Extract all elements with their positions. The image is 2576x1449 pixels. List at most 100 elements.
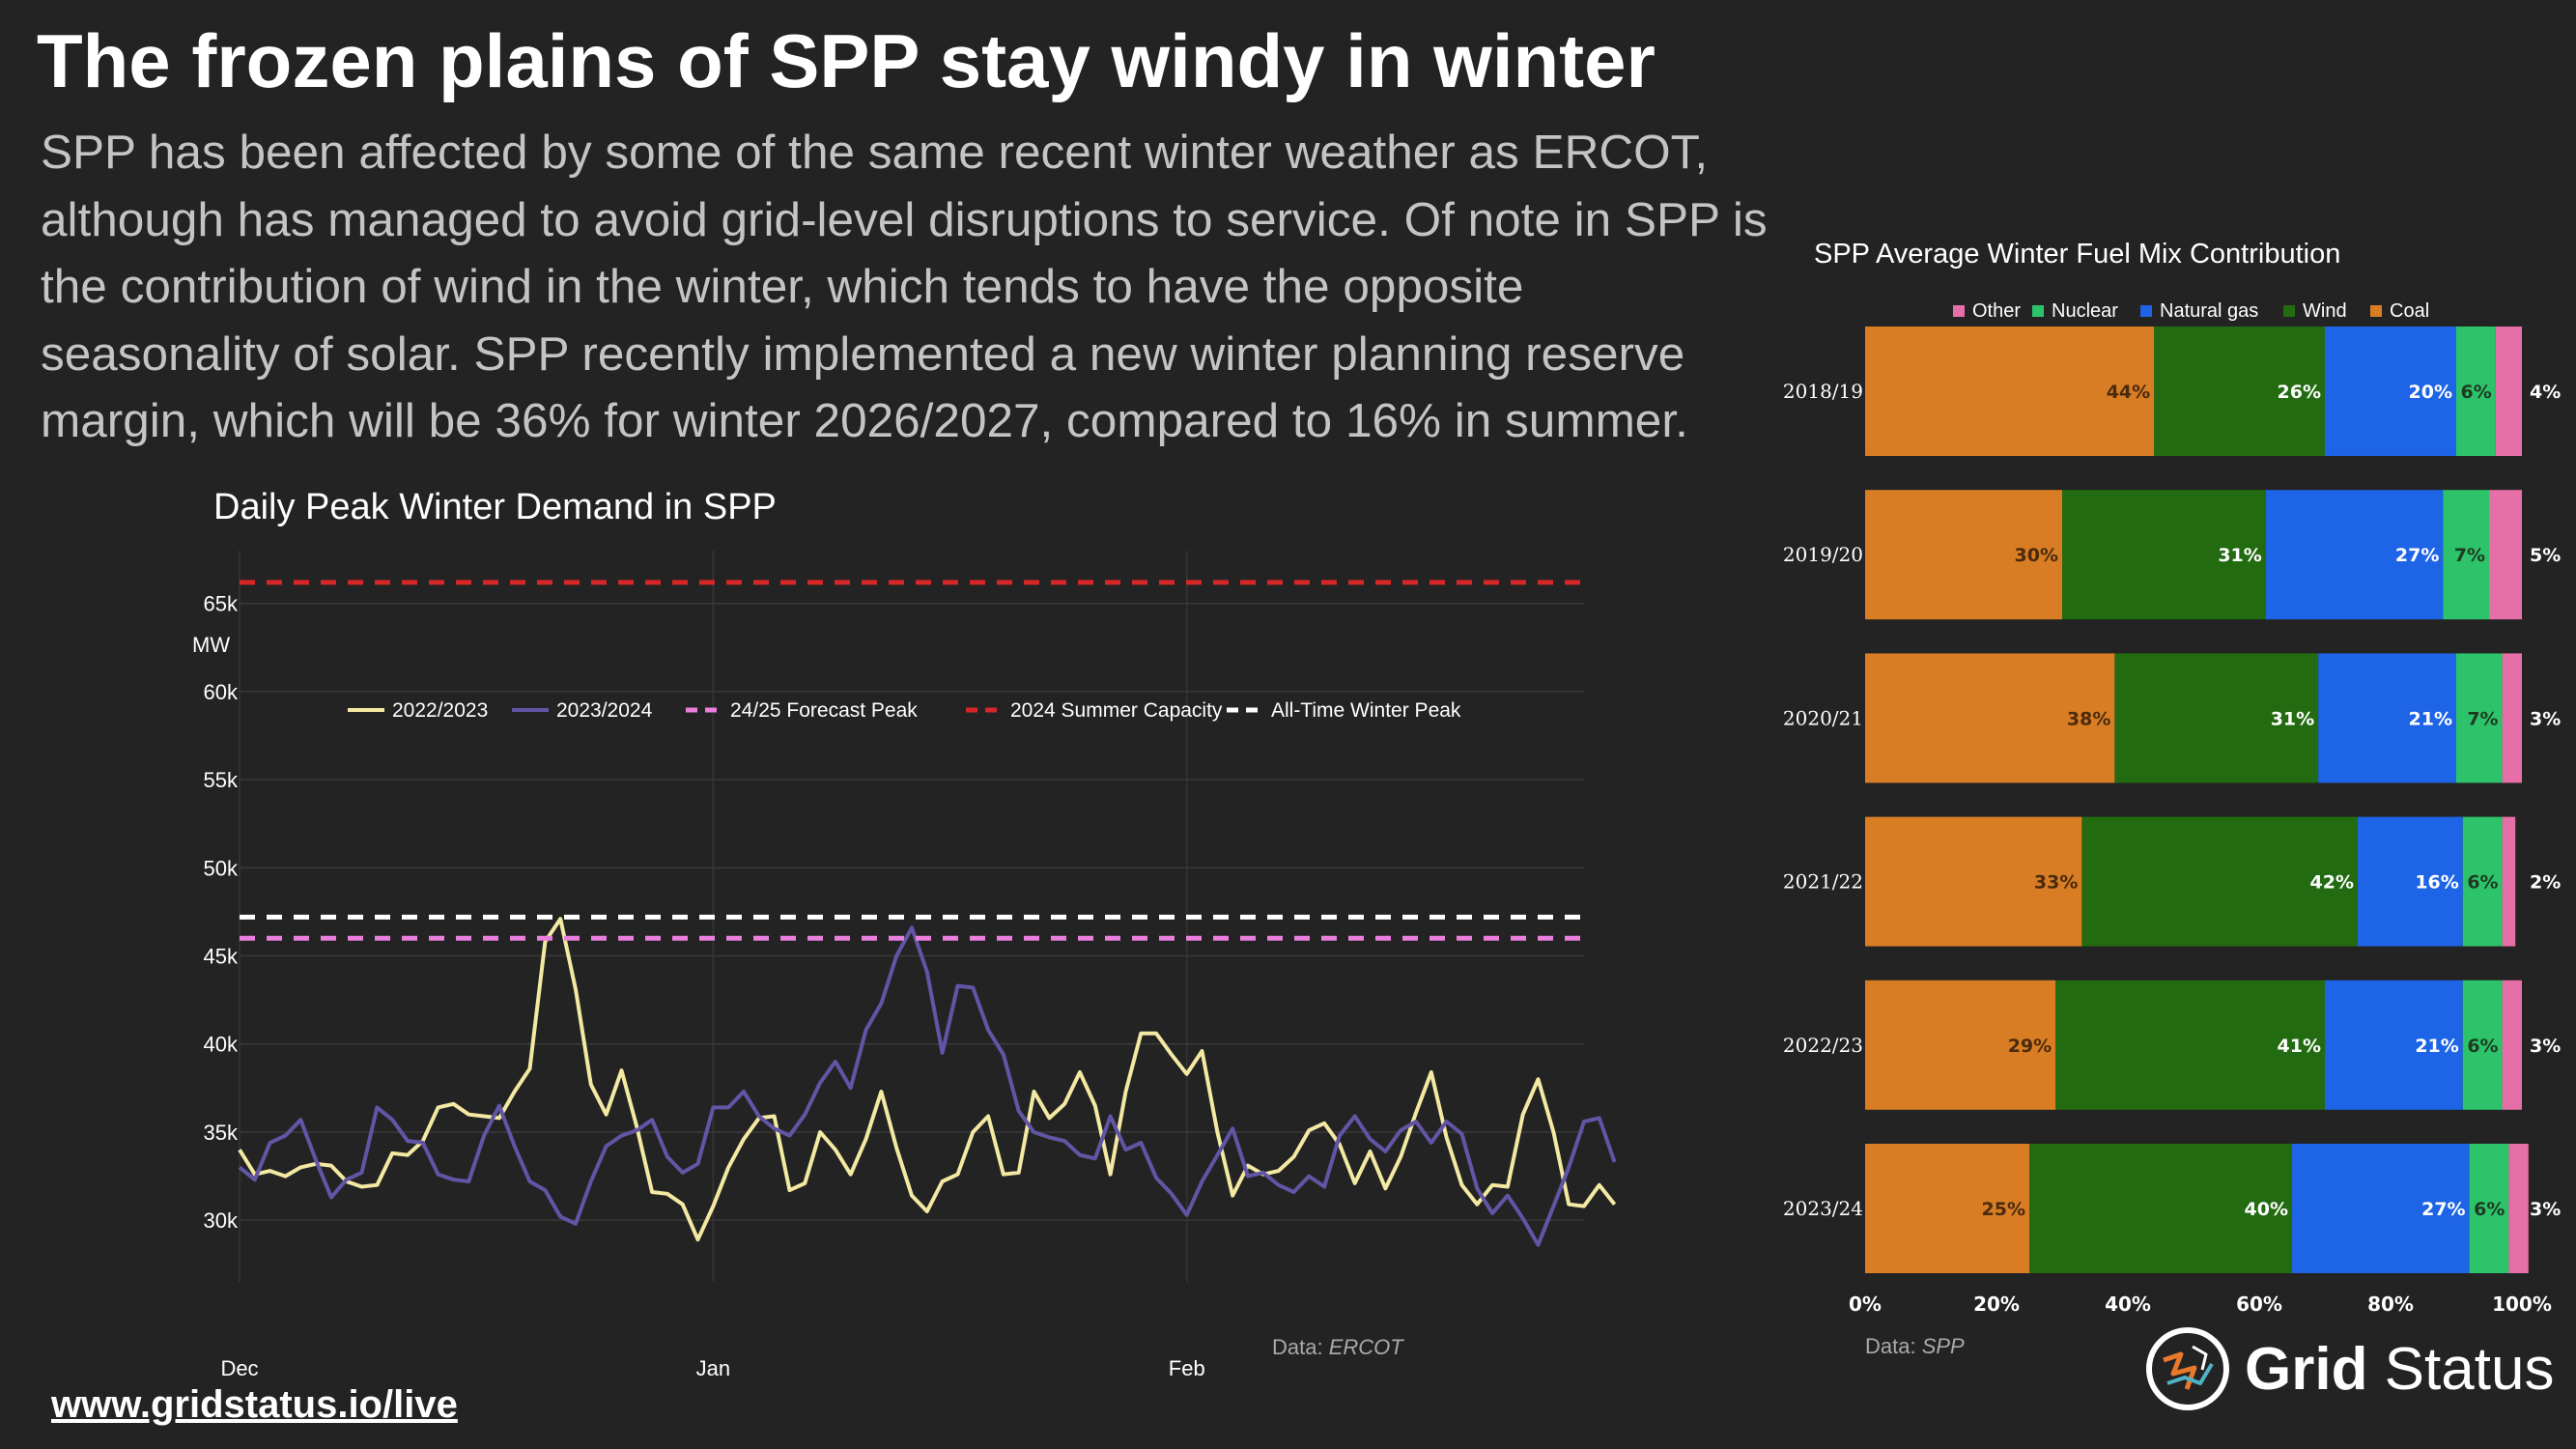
x-tick-label: 100% — [2492, 1293, 2552, 1316]
fuel-mix-bar-chart: SPP Average Winter Fuel Mix Contribution… — [1783, 239, 2561, 1358]
demand-line-chart: Daily Peak Winter Demand in SPP 30k 35k 40… — [192, 487, 1617, 1380]
footer-link[interactable]: www.gridstatus.io/live — [51, 1383, 458, 1426]
bar-segment-other — [2489, 490, 2522, 620]
legend-item: Natural gas — [2140, 300, 2258, 322]
legend-label: Nuclear — [2052, 300, 2118, 322]
x-tick-label: Jan — [696, 1356, 730, 1380]
bar-data-label: 21% — [2409, 708, 2452, 729]
demand-source-note: Data: ERCOT — [1272, 1335, 1404, 1359]
legend-item: All-Time Winter Peak — [1227, 699, 1461, 722]
bar-data-label: 20% — [2409, 382, 2452, 403]
legend-label: 2023/2024 — [556, 699, 653, 722]
legend-label: All-Time Winter Peak — [1271, 699, 1461, 722]
legend-label: 2022/2023 — [392, 699, 488, 722]
legend-item: 2023/2024 — [512, 699, 653, 722]
category-label: 2022/23 — [1783, 1034, 1863, 1057]
category-label: 2020/21 — [1783, 706, 1863, 729]
y-tick-label: 45k — [204, 945, 239, 969]
legend-label: Coal — [2390, 300, 2429, 322]
y-tick-label: 65k — [204, 592, 239, 616]
bar-data-label: 3% — [2530, 708, 2561, 729]
legend-swatch — [1953, 305, 1965, 317]
bar-data-label: 27% — [2421, 1199, 2465, 1220]
bar-segment-nuclear — [2456, 327, 2496, 456]
bar-data-label: 3% — [2530, 1199, 2561, 1220]
bar-data-label: 41% — [2278, 1036, 2321, 1057]
bar-data-label: 16% — [2415, 872, 2458, 894]
bar-segment-wind — [2154, 327, 2325, 456]
grid-status-logo-icon — [2146, 1327, 2229, 1410]
brand-logo: Grid Status — [2144, 1325, 2554, 1412]
page-title: The frozen plains of SPP stay windy in w… — [37, 18, 1656, 103]
bar-segment-coal — [1865, 653, 2115, 783]
bar-data-label: 44% — [2107, 382, 2150, 403]
x-tick-label: 40% — [2105, 1293, 2151, 1316]
bar-data-label: 29% — [2008, 1036, 2052, 1057]
legend-item: Coal — [2370, 300, 2429, 322]
legend-swatch — [2370, 305, 2382, 317]
fuel-mix-source-note: Data: SPP — [1865, 1334, 1965, 1358]
bar-data-label: 33% — [2034, 872, 2078, 894]
bar-segment-nuclear — [2469, 1144, 2509, 1273]
bar-segment-coal — [1865, 490, 2062, 620]
demand-chart-title: Daily Peak Winter Demand in SPP — [213, 487, 777, 527]
logo-wordmark: Grid Status — [2245, 1335, 2555, 1403]
bar-segment-natural-gas — [2292, 1144, 2470, 1273]
series-line-2023-2024 — [238, 925, 1617, 1247]
bar-data-label: 31% — [2271, 708, 2314, 729]
bar-data-label: 6% — [2461, 382, 2492, 403]
bar-segment-natural-gas — [2358, 816, 2463, 947]
legend-label: 24/25 Forecast Peak — [730, 699, 918, 722]
bar-data-label: 4% — [2530, 382, 2561, 403]
bar-data-label: 27% — [2395, 545, 2439, 566]
bar-segment-nuclear — [2462, 980, 2503, 1110]
x-tick-label: 20% — [1973, 1293, 2020, 1316]
y-tick-label: 40k — [204, 1033, 239, 1057]
bar-segment-natural-gas — [2325, 327, 2456, 456]
bar-segment-natural-gas — [2265, 490, 2444, 620]
bar-segment-natural-gas — [2325, 980, 2463, 1110]
legend-item: Wind — [2283, 300, 2347, 322]
x-tick-label: 60% — [2236, 1293, 2282, 1316]
legend-swatch — [2032, 305, 2044, 317]
bar-data-label: 6% — [2467, 872, 2498, 894]
bar-data-label: 3% — [2530, 1036, 2561, 1057]
legend-label: 2024 Summer Capacity — [1010, 699, 1223, 722]
bar-data-label: 6% — [2474, 1199, 2505, 1220]
bar-segment-coal — [1865, 327, 2155, 456]
legend-label: Other — [1972, 300, 2021, 322]
category-label: 2018/19 — [1783, 380, 1863, 403]
bar-data-label: 26% — [2278, 382, 2321, 403]
y-tick-label: 50k — [204, 856, 239, 880]
legend-item: 2024 Summer Capacity — [966, 699, 1223, 722]
bar-segment-other — [2502, 816, 2516, 947]
bar-data-label: 31% — [2218, 545, 2261, 566]
legend-label: Wind — [2303, 300, 2347, 322]
legend-swatch — [2283, 305, 2295, 317]
legend-label: Natural gas — [2160, 300, 2258, 322]
legend-item: Other — [1953, 300, 2021, 322]
bar-segment-wind — [2055, 980, 2325, 1110]
bar-segment-coal — [1865, 980, 2056, 1110]
y-tick-label: 35k — [204, 1121, 239, 1145]
bar-data-label: 6% — [2467, 1036, 2498, 1057]
bar-segment-wind — [2062, 490, 2266, 620]
legend-item: Nuclear — [2032, 300, 2118, 322]
series-line-2022-2023 — [238, 917, 1617, 1242]
bar-segment-wind — [2114, 653, 2319, 783]
bar-segment-other — [2502, 653, 2522, 783]
bar-data-label: 30% — [2015, 545, 2058, 566]
x-tick-label: 80% — [2367, 1293, 2414, 1316]
bar-segment-coal — [1865, 1144, 2029, 1273]
bar-data-label: 2% — [2530, 872, 2561, 894]
bar-segment-wind — [2029, 1144, 2292, 1273]
bar-data-label: 7% — [2467, 708, 2498, 729]
bar-segment-wind — [2081, 816, 2358, 947]
y-tick-label: 30k — [204, 1208, 239, 1233]
bar-segment-nuclear — [2443, 490, 2489, 620]
legend-swatch — [2140, 305, 2152, 317]
bar-segment-natural-gas — [2318, 653, 2456, 783]
category-label: 2019/20 — [1783, 543, 1863, 566]
bar-data-label: 42% — [2310, 872, 2354, 894]
bar-segment-other — [2508, 1144, 2529, 1273]
